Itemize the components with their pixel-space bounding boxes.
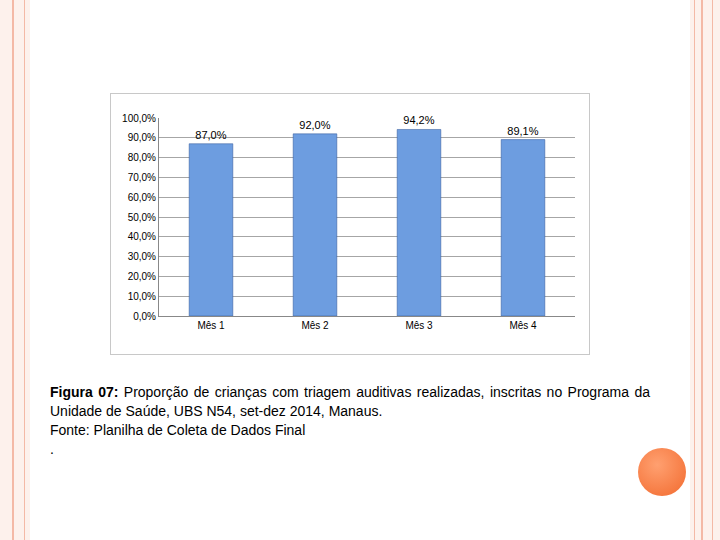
svg-text:30,0%: 30,0% xyxy=(128,251,156,262)
svg-text:100,0%: 100,0% xyxy=(122,113,156,124)
svg-text:0,0%: 0,0% xyxy=(133,311,156,322)
svg-text:50,0%: 50,0% xyxy=(128,212,156,223)
html-text:Figura 07: Proporção de crianç: Figura 07: Proporção de crianças com tri… xyxy=(50,384,650,419)
svg-text:70,0%: 70,0% xyxy=(128,172,156,183)
svg-text:87,0%: 87,0% xyxy=(195,129,226,141)
svg-text:Mês 4: Mês 4 xyxy=(509,320,537,331)
svg-text:90,0%: 90,0% xyxy=(128,132,156,143)
html-text:Fonte: Planilha de Coleta de D: Fonte: Planilha de Coleta de Dados Final xyxy=(50,422,306,438)
svg-text:Mês 2: Mês 2 xyxy=(301,320,329,331)
svg-text:80,0%: 80,0% xyxy=(128,152,156,163)
svg-text:Mês 3: Mês 3 xyxy=(405,320,433,331)
svg-text:10,0%: 10,0% xyxy=(128,291,156,302)
svg-text:94,2%: 94,2% xyxy=(403,114,434,126)
svg-text:Mês 1: Mês 1 xyxy=(197,320,225,331)
svg-text:20,0%: 20,0% xyxy=(128,271,156,282)
svg-text:60,0%: 60,0% xyxy=(128,192,156,203)
svg-text:89,1%: 89,1% xyxy=(507,125,538,137)
svg-text:40,0%: 40,0% xyxy=(128,231,156,242)
svg-text:92,0%: 92,0% xyxy=(299,119,330,131)
